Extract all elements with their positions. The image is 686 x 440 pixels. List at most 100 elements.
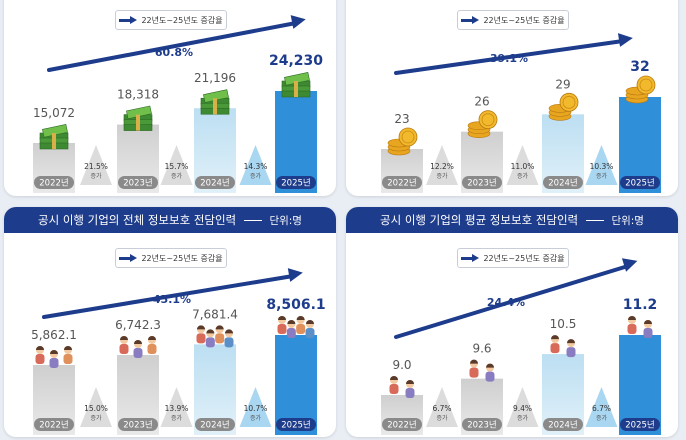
data-label: 9.6 bbox=[472, 342, 491, 356]
data-label: 11.2 bbox=[623, 297, 658, 313]
growth-triangle-icon bbox=[585, 387, 618, 427]
growth-triangle-icon bbox=[426, 145, 458, 185]
growth-rate: 9.4% bbox=[513, 404, 532, 413]
category-text: 2023년 bbox=[123, 178, 152, 189]
panel-header: 공시 이행 기업의 평균 정보보호 전담인력 단위:명 bbox=[346, 207, 678, 233]
data-label: 18,318 bbox=[117, 88, 159, 102]
growth-triangle-icon bbox=[239, 387, 272, 427]
data-label: 23 bbox=[394, 112, 409, 126]
people-group-icon bbox=[35, 346, 73, 368]
people-pair-icon bbox=[550, 335, 576, 358]
category-label: 2024년 bbox=[195, 418, 235, 431]
growth-triangle-icon bbox=[585, 145, 618, 185]
chart-1: 39.1%232022년12.2%증가262023년11.0%증가292024년… bbox=[381, 33, 661, 193]
category-label: 2022년 bbox=[382, 176, 422, 189]
category-label: 2025년 bbox=[276, 418, 316, 431]
category-label: 2024년 bbox=[543, 418, 583, 431]
growth-rate: 12.2% bbox=[430, 162, 454, 171]
legend-label: 22년도~25년도 증감율 bbox=[483, 253, 565, 263]
trend-arrow-line bbox=[394, 264, 630, 339]
category-label: 2024년 bbox=[195, 176, 235, 189]
category-pill bbox=[195, 176, 235, 189]
category-pill bbox=[195, 418, 235, 431]
category-text: 2022년 bbox=[387, 420, 416, 431]
growth-suffix: 증가 bbox=[90, 414, 102, 422]
people-group-icon bbox=[277, 316, 315, 338]
legend: 22년도~25년도 증감율 bbox=[457, 248, 569, 268]
panel-security-staff-average: 공시 이행 기업의 평균 정보보호 전담인력 단위:명 22년도~25년도 증감… bbox=[346, 207, 678, 437]
arrow-head-icon bbox=[287, 268, 303, 282]
growth-marker: 6.7%증가 bbox=[426, 387, 458, 427]
data-label: 24,230 bbox=[269, 53, 323, 69]
category-label: 2024년 bbox=[543, 176, 583, 189]
category-pill bbox=[34, 176, 74, 189]
category-pill bbox=[34, 418, 74, 431]
growth-suffix: 증가 bbox=[250, 414, 262, 422]
overall-growth-label: 24.4% bbox=[487, 296, 525, 309]
legend-label: 22년도~25년도 증감율 bbox=[141, 253, 223, 263]
growth-marker: 9.4%증가 bbox=[506, 387, 539, 427]
panel-security-investment-average: 22년도~25년도 증감율 39.1% 23 2022년 12.2% 증가 26 2023년… bbox=[346, 0, 678, 196]
category-pill bbox=[462, 176, 502, 189]
category-pill bbox=[382, 418, 422, 431]
data-label: 8,506.1 bbox=[266, 297, 325, 313]
people-group-icon bbox=[119, 336, 157, 359]
category-text: 2024년 bbox=[200, 178, 229, 189]
growth-marker: 11.0%증가 bbox=[506, 145, 539, 185]
money-stack-icon bbox=[39, 124, 69, 150]
category-text: 2023년 bbox=[123, 420, 152, 431]
growth-marker: 10.7%증가 bbox=[239, 387, 272, 427]
panel-security-investment-total: 22년도~25년도 증감율 60.8% 15,072 2022년 21.5% 증가 18,… bbox=[4, 0, 336, 196]
panel-header: 공시 이행 기업의 전체 정보보호 전담인력 단위:명 bbox=[4, 207, 336, 233]
data-label: 6,742.3 bbox=[115, 318, 161, 332]
chart-2: 45.1%5,862.12022년15.0%증가6,742.32023년13.9… bbox=[31, 268, 326, 435]
trend-arrow bbox=[47, 15, 306, 72]
data-label: 26 bbox=[474, 95, 489, 109]
growth-triangle-icon bbox=[80, 145, 112, 185]
category-text: 2025년 bbox=[281, 420, 310, 431]
arrow-right-icon bbox=[461, 16, 480, 24]
category-text: 2025년 bbox=[625, 178, 654, 189]
growth-triangle-icon bbox=[426, 387, 458, 427]
growth-marker: 12.2%증가 bbox=[426, 145, 458, 185]
growth-suffix: 증가 bbox=[596, 414, 608, 422]
category-text: 2025년 bbox=[281, 178, 310, 189]
coin-stack-icon bbox=[625, 75, 656, 104]
growth-rate: 11.0% bbox=[511, 162, 535, 171]
legend-label: 22년도~25년도 증감율 bbox=[483, 15, 565, 25]
legend: 22년도~25년도 증감율 bbox=[115, 248, 227, 268]
trend-arrow bbox=[394, 258, 638, 339]
trend-arrow-line bbox=[394, 39, 625, 75]
growth-rate: 6.7% bbox=[432, 404, 451, 413]
category-label: 2023년 bbox=[462, 418, 502, 431]
growth-rate: 14.3% bbox=[244, 162, 268, 171]
data-label: 9.0 bbox=[392, 358, 411, 372]
category-pill bbox=[118, 176, 158, 189]
growth-triangle-icon bbox=[506, 145, 539, 185]
category-label: 2022년 bbox=[34, 418, 74, 431]
category-pill bbox=[620, 176, 660, 189]
growth-triangle-icon bbox=[80, 387, 112, 427]
growth-rate: 15.0% bbox=[84, 404, 108, 413]
growth-rate: 10.7% bbox=[244, 404, 268, 413]
category-text: 2022년 bbox=[387, 178, 416, 189]
data-label: 29 bbox=[555, 77, 570, 91]
growth-suffix: 증가 bbox=[436, 414, 448, 422]
category-pill bbox=[382, 176, 422, 189]
arrow-right-icon bbox=[119, 16, 138, 24]
trend-arrow bbox=[394, 33, 633, 75]
growth-suffix: 증가 bbox=[171, 414, 183, 422]
category-text: 2022년 bbox=[39, 178, 68, 189]
category-text: 2024년 bbox=[548, 178, 577, 189]
arrow-head-icon bbox=[290, 15, 306, 29]
category-pill bbox=[543, 418, 583, 431]
category-pill bbox=[118, 418, 158, 431]
category-text: 2024년 bbox=[200, 420, 229, 431]
overall-growth-label: 45.1% bbox=[153, 293, 191, 306]
panel-security-staff-total: 공시 이행 기업의 전체 정보보호 전담인력 단위:명 22년도~25년도 증감… bbox=[4, 207, 336, 437]
growth-marker: 14.3%증가 bbox=[239, 145, 272, 185]
data-label: 32 bbox=[630, 59, 649, 75]
people-group-icon bbox=[196, 325, 234, 348]
category-text: 2023년 bbox=[467, 420, 496, 431]
divider bbox=[585, 220, 604, 221]
